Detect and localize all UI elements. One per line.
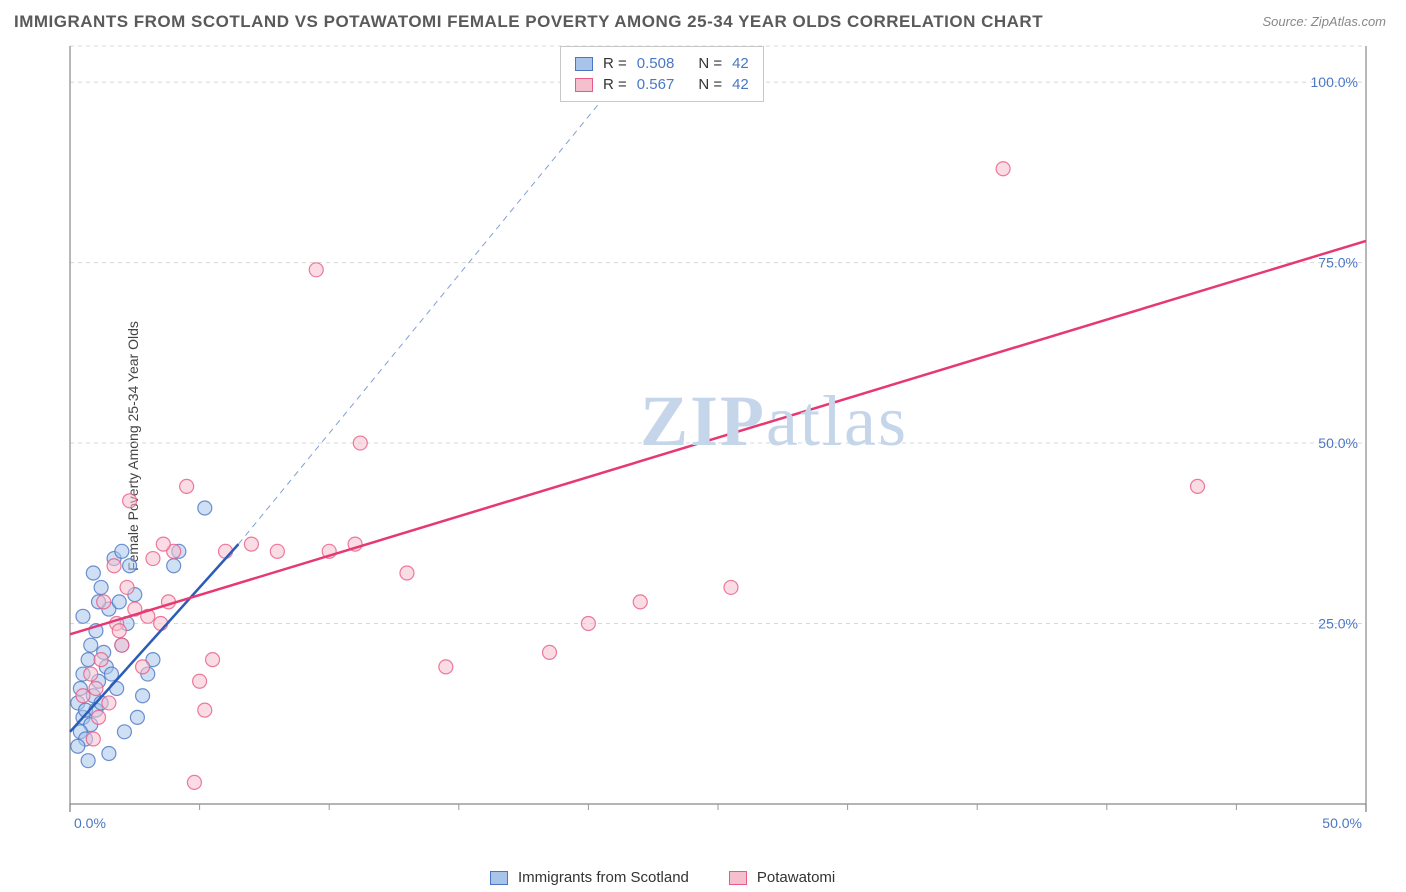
legend-swatch [729,871,747,885]
scatter-chart: 25.0% 50.0% 75.0% 100.0% 0.0% 50.0% [52,40,1382,840]
stat-r-label: R = [603,76,627,93]
legend-swatch [575,57,593,71]
stat-n-label: N = [698,76,722,93]
svg-text:0.0%: 0.0% [74,815,106,831]
legend-swatch [490,871,508,885]
chart-area: 25.0% 50.0% 75.0% 100.0% 0.0% 50.0% [52,40,1382,840]
stat-r-label: R = [603,55,627,72]
x-axis-legend: Immigrants from Scotland Potawatomi [490,869,835,886]
stat-r-value: 0.567 [637,76,675,93]
stats-row: R = 0.567 N = 42 [575,74,749,95]
stat-n-value: 42 [732,76,749,93]
chart-title: IMMIGRANTS FROM SCOTLAND VS POTAWATOMI F… [14,12,1043,32]
svg-text:25.0%: 25.0% [1318,616,1358,632]
svg-text:100.0%: 100.0% [1311,74,1358,90]
stat-n-label: N = [698,55,722,72]
svg-text:50.0%: 50.0% [1318,435,1358,451]
stats-row: R = 0.508 N = 42 [575,53,749,74]
legend-swatch [575,78,593,92]
legend-label: Potawatomi [757,869,835,886]
legend-item: Potawatomi [729,869,835,886]
legend-item: Immigrants from Scotland [490,869,689,886]
svg-text:75.0%: 75.0% [1318,255,1358,271]
legend-label: Immigrants from Scotland [518,869,689,886]
svg-text:50.0%: 50.0% [1322,815,1362,831]
stat-r-value: 0.508 [637,55,675,72]
source-label: Source: ZipAtlas.com [1262,14,1386,29]
stats-box: R = 0.508 N = 42 R = 0.567 N = 42 [560,46,764,102]
stat-n-value: 42 [732,55,749,72]
